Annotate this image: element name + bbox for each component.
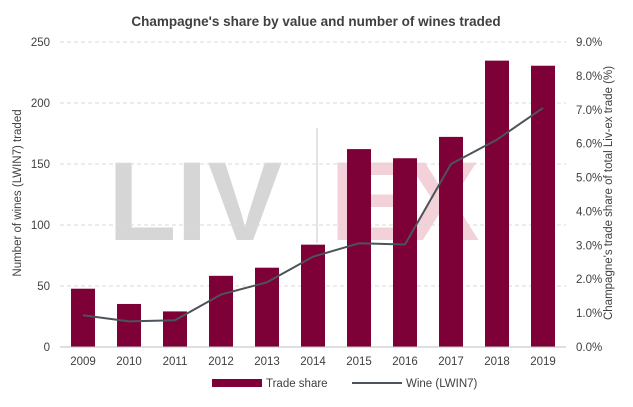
axes: 0 50 100 150 200 250 0.0% 1.0% 2.0% 3.0% 4.0% 5.0% 6… bbox=[31, 37, 602, 368]
legend-swatch-trade-share bbox=[212, 379, 262, 387]
y-axis-left-label: Number of wines (LWIN7) traded bbox=[12, 109, 24, 276]
x-tick-label: 2018 bbox=[484, 356, 510, 368]
bar bbox=[209, 275, 233, 347]
bar bbox=[163, 311, 187, 347]
y-right-tick-label: 4.0% bbox=[576, 206, 602, 218]
watermark-divider bbox=[316, 128, 318, 243]
y-left-tick-label: 0 bbox=[44, 342, 50, 354]
y-right-tick-label: 2.0% bbox=[576, 274, 602, 286]
y-right-tick-label: 3.0% bbox=[576, 240, 602, 252]
legend: Trade share Wine (LWIN7) bbox=[212, 378, 478, 390]
legend-label-trade-share: Trade share bbox=[266, 378, 328, 390]
bar-series-trade-share bbox=[71, 60, 555, 348]
y-right-tick-label: 8.0% bbox=[576, 71, 602, 83]
bar bbox=[439, 136, 463, 347]
y-right-tick-label: 9.0% bbox=[576, 37, 602, 49]
y-right-tick-label: 1.0% bbox=[576, 308, 602, 320]
bar bbox=[255, 267, 279, 347]
y-left-tick-label: 100 bbox=[31, 220, 50, 232]
x-tick-label: 2019 bbox=[530, 356, 556, 368]
liv-ex-watermark: LIV EX bbox=[108, 128, 479, 264]
bar bbox=[485, 60, 509, 348]
line-series-wine-lwin7 bbox=[82, 107, 544, 323]
x-tick-label: 2012 bbox=[208, 356, 234, 368]
y-left-tick-label: 250 bbox=[31, 37, 50, 49]
x-tick-label: 2013 bbox=[254, 356, 280, 368]
bar bbox=[347, 149, 371, 347]
x-tick-label: 2016 bbox=[392, 356, 418, 368]
bar bbox=[393, 158, 417, 347]
y-axis-right-label: Champagne's trade share of total Liv-ex … bbox=[603, 66, 615, 320]
gridlines bbox=[60, 41, 566, 287]
x-tick-label: 2017 bbox=[438, 356, 464, 368]
watermark-liv: LIV bbox=[108, 139, 282, 264]
bar bbox=[301, 244, 325, 347]
x-tick-label: 2009 bbox=[70, 356, 96, 368]
y-right-tick-label: 6.0% bbox=[576, 139, 602, 151]
x-tick-label: 2010 bbox=[116, 356, 142, 368]
bar bbox=[117, 303, 141, 347]
x-tick-label: 2015 bbox=[346, 356, 372, 368]
y-left-tick-label: 50 bbox=[37, 281, 50, 293]
y-right-tick-label: 5.0% bbox=[576, 173, 602, 185]
bar bbox=[71, 288, 95, 347]
series-line bbox=[82, 107, 544, 323]
y-left-tick-label: 200 bbox=[31, 98, 50, 110]
y-right-tick-label: 7.0% bbox=[576, 105, 602, 117]
chart-title: Champagne's share by value and number of… bbox=[131, 14, 500, 29]
x-tick-label: 2014 bbox=[300, 356, 326, 368]
legend-label-wine: Wine (LWIN7) bbox=[406, 378, 478, 390]
y-left-tick-label: 150 bbox=[31, 159, 50, 171]
x-tick-label: 2011 bbox=[163, 356, 188, 368]
y-right-tick-label: 0.0% bbox=[576, 342, 602, 354]
